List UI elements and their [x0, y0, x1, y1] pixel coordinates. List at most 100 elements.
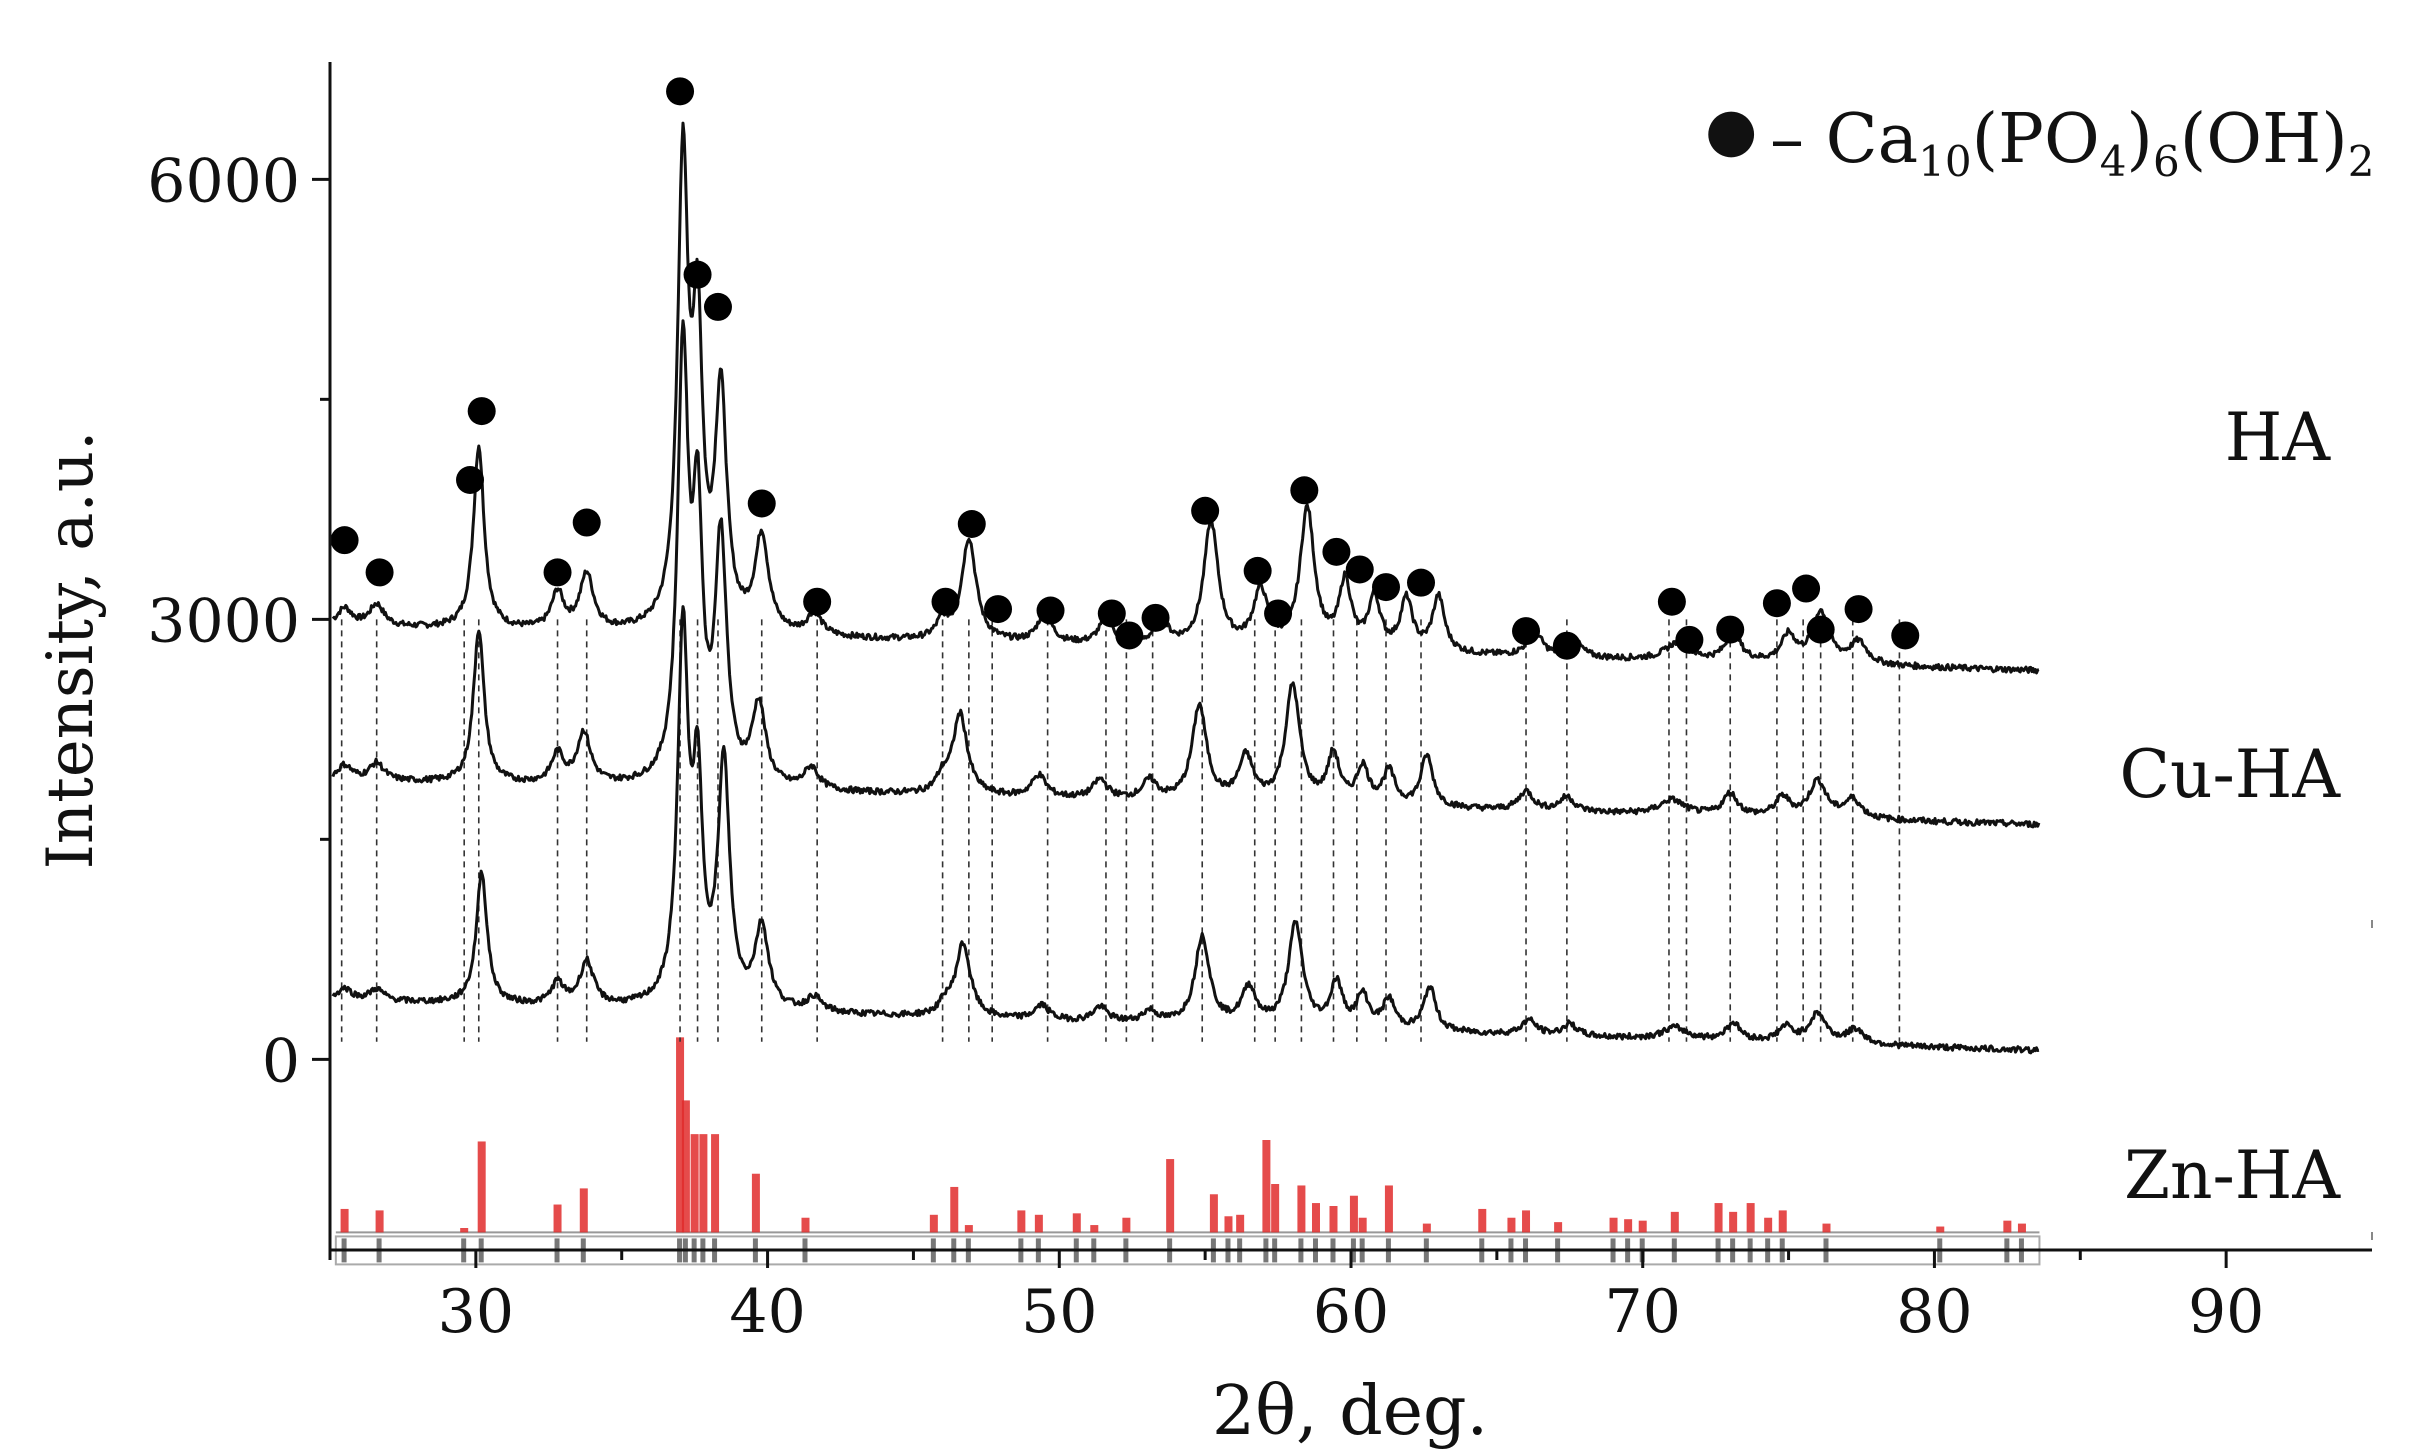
reference-stick-14: [950, 1186, 959, 1233]
y-tick-label-6000: 6000: [147, 146, 300, 216]
reference-stick-13: [929, 1214, 938, 1233]
reference-stick-46: [1778, 1210, 1787, 1233]
series-label-cu-ha: Cu-HA: [2119, 736, 2341, 813]
reference-stick-35: [1507, 1217, 1516, 1233]
reference-stick-19: [1090, 1225, 1099, 1233]
reference-stick-1: [375, 1210, 384, 1233]
reference-stick-16: [1017, 1210, 1026, 1233]
phase-marker-23: [1345, 555, 1374, 584]
reference-stick-11: [751, 1173, 760, 1233]
phase-marker-7: [683, 260, 712, 289]
reference-stick-33: [1422, 1223, 1431, 1233]
reference-stick-2: [460, 1228, 469, 1233]
series-label-zn-ha: Zn-HA: [2124, 1137, 2341, 1214]
phase-marker-6: [666, 77, 695, 106]
reference-stick-9: [699, 1134, 708, 1233]
reference-stick-21: [1166, 1159, 1175, 1233]
series-line-zn-ha: [331, 605, 2040, 1055]
reference-stick-3: [477, 1141, 486, 1233]
reference-stick-6: [676, 1037, 685, 1233]
reference-stick-10: [711, 1134, 720, 1233]
reference-stick-0: [340, 1208, 349, 1233]
peak-dashed-lines: [340, 619, 1901, 1042]
legend-marker: ●: [1705, 95, 1757, 165]
reference-stick-24: [1236, 1214, 1245, 1233]
legend: ● – Ca10(PO4)6(OH)2: [1705, 95, 2375, 186]
reference-stick-43: [1729, 1211, 1738, 1233]
phase-marker-34: [1844, 595, 1873, 624]
legend-text: – Ca10(PO4)6(OH)2: [1770, 100, 2375, 186]
reference-stick-48: [1936, 1226, 1945, 1233]
legend-paren: ): [2126, 100, 2153, 179]
legend-ca: Ca: [1826, 100, 1919, 179]
phase-marker-13: [984, 595, 1013, 624]
legend-po: (PO: [1972, 100, 2100, 179]
phase-marker-33: [1806, 615, 1835, 644]
phase-marker-21: [1290, 476, 1319, 505]
y-tick-label-3000: 3000: [147, 586, 300, 656]
reference-stick-32: [1384, 1185, 1393, 1233]
phase-marker-30: [1716, 615, 1745, 644]
phase-marker-4: [543, 558, 572, 587]
phase-marker-8: [703, 292, 732, 321]
reference-stick-41: [1670, 1211, 1679, 1233]
phase-marker-16: [1115, 621, 1144, 650]
reference-stick-12: [801, 1217, 810, 1233]
axis-ticks: 30 40 50 60 70 80 90 0 3000 6000: [147, 146, 2264, 1347]
phase-marker-5: [572, 508, 601, 537]
xrd-curves: [331, 121, 2041, 1055]
reference-stick-30: [1349, 1195, 1358, 1233]
y-tick-label-0: 0: [262, 1026, 300, 1096]
x-tick-label-30: 30: [438, 1277, 514, 1347]
phase-marker-2: [456, 466, 485, 494]
legend-sub-4: 4: [2100, 137, 2127, 186]
phase-marker-1: [365, 558, 394, 587]
reference-stick-34: [1478, 1208, 1487, 1233]
reference-stick-37: [1554, 1222, 1563, 1233]
phase-marker-31: [1762, 589, 1791, 618]
x-tick-label-40: 40: [729, 1277, 805, 1347]
phase-marker-19: [1243, 556, 1272, 585]
phase-marker-24: [1372, 573, 1401, 602]
reference-stick-15: [964, 1225, 973, 1233]
reference-stick-40: [1638, 1220, 1647, 1233]
phase-marker-11: [931, 587, 960, 616]
x-tick-label-90: 90: [2188, 1277, 2264, 1347]
x-tick-label-50: 50: [1021, 1277, 1097, 1347]
reference-stick-22: [1209, 1194, 1218, 1233]
x-tick-label-60: 60: [1313, 1277, 1389, 1347]
x-tick-label-70: 70: [1605, 1277, 1681, 1347]
reference-stick-27: [1297, 1185, 1306, 1233]
x-axis-label: 2θ, deg.: [1212, 1372, 1488, 1451]
legend-sub-10: 10: [1918, 137, 1971, 186]
reference-stick-45: [1764, 1217, 1773, 1233]
reference-stick-5: [579, 1188, 588, 1233]
reference-stick-7: [681, 1100, 690, 1233]
reference-stick-38: [1609, 1217, 1618, 1233]
reference-stick-31: [1358, 1217, 1367, 1233]
phase-marker-32: [1792, 574, 1821, 603]
phase-marker-26: [1512, 617, 1541, 646]
reference-stick-39: [1624, 1219, 1633, 1233]
series-line-ha: [331, 121, 2040, 675]
legend-sub-2: 2: [2348, 137, 2375, 186]
reference-stick-44: [1746, 1203, 1755, 1233]
phase-marker-29: [1675, 625, 1704, 654]
phase-marker-3: [467, 397, 496, 426]
phase-marker-22: [1322, 537, 1351, 566]
reference-stick-20: [1122, 1217, 1131, 1233]
reference-stick-36: [1522, 1210, 1531, 1233]
legend-oh: (OH): [2180, 100, 2348, 179]
phase-marker-14: [1036, 596, 1065, 625]
reference-stick-17: [1034, 1214, 1043, 1233]
reference-stick-47: [1822, 1223, 1831, 1233]
phase-marker-0: [330, 526, 359, 555]
phase-marker-15: [1097, 599, 1126, 628]
phase-marker-35: [1891, 621, 1920, 650]
reference-stick-42: [1714, 1203, 1723, 1233]
reference-stick-4: [553, 1204, 562, 1233]
series-line-cu-ha: [331, 319, 2041, 829]
reference-stick-26: [1271, 1184, 1280, 1233]
phase-marker-10: [803, 587, 832, 616]
